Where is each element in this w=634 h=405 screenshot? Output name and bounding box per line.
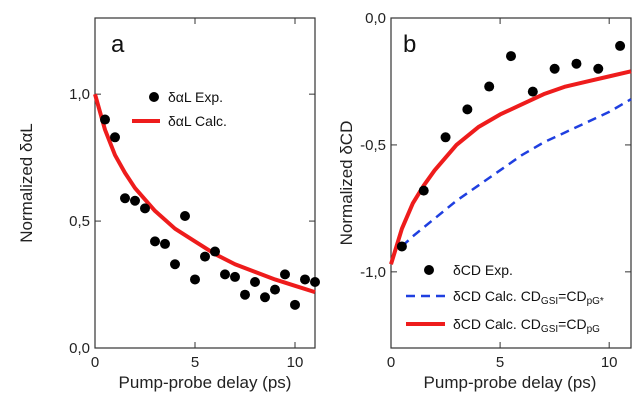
data-point <box>160 238 170 249</box>
data-point <box>240 289 250 300</box>
legend-b-calc2-sub2: pG <box>587 324 601 335</box>
series-line <box>389 69 632 265</box>
data-point <box>396 241 407 252</box>
data-point <box>506 51 516 62</box>
panel-a-x-axis-label: Pump-probe delay (ps) <box>119 373 292 392</box>
panel-a-legend: δαL Exp. δαL Calc. <box>132 89 227 129</box>
data-point <box>180 211 190 221</box>
data-point <box>440 132 451 143</box>
y-tick-label: 1,0 <box>69 86 90 103</box>
data-point <box>462 104 473 115</box>
x-tick-label: 5 <box>496 354 504 371</box>
data-point <box>210 246 220 257</box>
panel-b-x-ticks: 0 5 10 <box>387 18 618 371</box>
data-point <box>260 292 270 303</box>
data-point <box>484 81 495 92</box>
data-point <box>130 195 140 206</box>
data-point <box>250 277 260 287</box>
legend-a-calc-text: δαL Calc. <box>168 113 227 129</box>
data-point <box>220 269 230 280</box>
panel-a: a 0 5 10 0,0 0,5 1,0 Pump-probe delay (ps) N… <box>17 17 320 392</box>
data-point <box>190 274 200 285</box>
y-tick-label: -0,5 <box>360 137 386 154</box>
data-point <box>150 236 160 247</box>
y-tick-label: 0,5 <box>69 213 90 230</box>
data-point <box>418 185 429 196</box>
data-point <box>100 114 110 125</box>
data-point <box>140 203 150 214</box>
panel-a-frame <box>94 17 316 349</box>
panel-a-marks <box>93 93 320 310</box>
panel-b-y-axis-label: Normalized δCD <box>337 121 356 246</box>
legend-b-calc1-mid: =CD <box>558 288 586 304</box>
legend-a-exp-text: δαL Exp. <box>168 89 223 105</box>
panel-b-label: b <box>403 31 416 58</box>
legend-b-calc1-text: δCD Calc. CDGSI=CDpG* <box>453 288 604 307</box>
x-tick-label: 10 <box>287 354 304 371</box>
y-tick-label: 0,0 <box>69 340 90 357</box>
legend-b-calc1-main: δCD Calc. CD <box>453 288 541 304</box>
data-point <box>120 193 130 204</box>
data-point <box>310 277 320 287</box>
series-line <box>401 98 632 248</box>
data-point <box>230 271 240 282</box>
legend-b-calc2-text: δCD Calc. CDGSI=CDpG <box>453 316 600 335</box>
x-tick-label: 0 <box>387 354 395 371</box>
panel-a-x-ticks: 0 5 10 <box>91 18 304 371</box>
data-point <box>615 40 626 51</box>
y-tick-label: -1,0 <box>360 264 386 281</box>
x-tick-label: 0 <box>91 354 99 371</box>
legend-b-calc2-main: δCD Calc. CD <box>453 316 541 332</box>
data-point <box>527 86 538 97</box>
data-point <box>300 274 310 285</box>
data-point <box>593 63 604 74</box>
panel-b-marks <box>389 40 632 265</box>
data-point <box>200 251 210 262</box>
x-tick-label: 5 <box>191 354 199 371</box>
data-point <box>270 284 280 295</box>
data-point <box>571 58 582 69</box>
data-point <box>549 63 560 74</box>
panel-a-label: a <box>111 31 125 58</box>
legend-b-exp-marker <box>424 265 434 275</box>
data-point <box>290 299 300 310</box>
legend-b-calc1-sub1: GSI <box>541 296 558 307</box>
data-point <box>170 259 180 270</box>
series-line <box>93 93 316 295</box>
x-tick-label: 10 <box>601 354 618 371</box>
panel-b-legend: δCD Exp. δCD Calc. CDGSI=CDpG* δCD Calc.… <box>406 262 604 335</box>
legend-a-exp-marker <box>149 92 159 102</box>
legend-b-exp-text: δCD Exp. <box>453 262 513 278</box>
legend-b-calc1-sub2: pG* <box>587 296 604 307</box>
data-point <box>280 269 290 280</box>
legend-b-calc2-sub1: GSI <box>541 324 558 335</box>
panel-b-x-axis-label: Pump-probe delay (ps) <box>424 373 597 392</box>
panel-b-y-ticks: -1,0 -0,5 0,0 <box>360 10 631 281</box>
y-tick-label: 0,0 <box>365 10 386 27</box>
panel-b: b 0 5 10 -1,0 -0,5 0,0 Pump-probe delay (ps)… <box>337 10 632 392</box>
panel-a-y-axis-label: Normalized δαL <box>17 123 36 242</box>
panel-a-y-ticks: 0,0 0,5 1,0 <box>69 86 315 357</box>
panel-b-frame <box>390 17 632 349</box>
legend-b-calc2-mid: =CD <box>558 316 586 332</box>
data-point <box>110 132 120 143</box>
